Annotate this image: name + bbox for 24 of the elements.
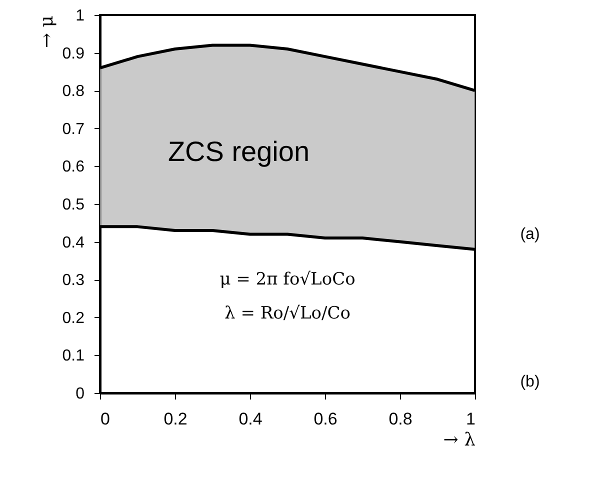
annotation: μ = 2π fo√LoCo [220,270,356,290]
y-tick-label: 0.4 [62,234,85,252]
y-tick-label: 0.3 [62,272,85,290]
y-tick-label: 0.8 [62,83,85,100]
y-axis-title: → μ [36,15,58,48]
text: (b) [520,374,540,391]
x-tick-label: 0.4 [238,410,262,428]
y-tick-label: 0.7 [62,120,85,138]
annotation: λ = Ro/√Lo/Co [224,304,350,324]
y-tick-label: 0.9 [62,45,85,62]
x-tick-label: 0.6 [314,410,338,428]
y-tick-label: 0 [76,386,85,402]
x-axis-title: → λ [443,430,476,450]
y-tick-label: 0.1 [62,348,85,365]
y-tick-label: 0.2 [62,310,85,327]
text: (a) [520,226,540,244]
annotation: ZCS region [168,136,310,167]
x-tick-label: 0.2 [164,410,188,428]
y-tick-label: 0.6 [62,158,85,176]
x-tick-label: 0 [100,410,110,428]
x-tick-label: 0.8 [388,410,412,428]
y-tick-label: 0.5 [62,196,85,214]
y-tick-label: 1 [76,8,85,24]
x-tick-label: 1 [466,410,476,428]
